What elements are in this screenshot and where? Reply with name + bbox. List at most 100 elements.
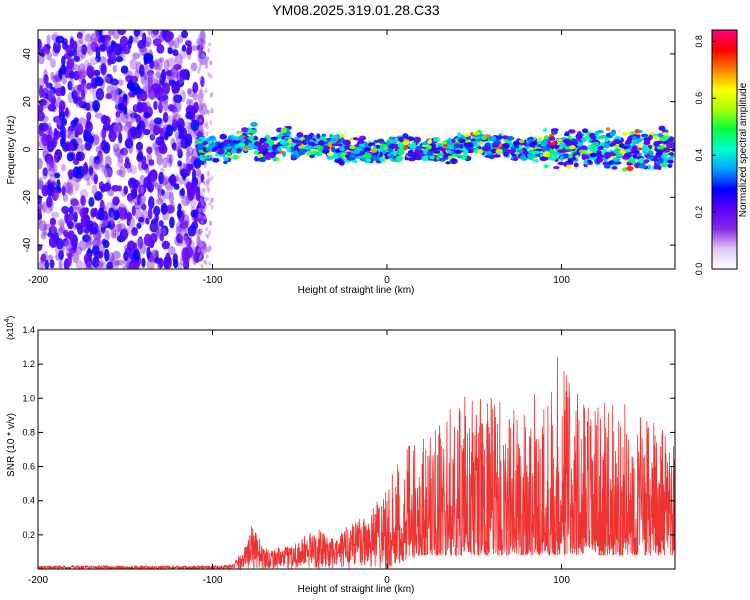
heatmap-cell: [543, 128, 547, 132]
heatmap-cell: [40, 257, 45, 264]
heatmap-cell: [65, 107, 69, 117]
heatmap-cell: [209, 120, 212, 125]
heatmap-cell: [574, 162, 579, 167]
heatmap-cell: [165, 34, 172, 44]
heatmap-cell: [332, 143, 340, 146]
heatmap-cell: [112, 65, 117, 73]
heatmap-cell: [115, 43, 122, 56]
heatmap-cell: [368, 142, 373, 146]
heatmap-cell: [152, 250, 157, 257]
heatmap-cell: [568, 154, 572, 159]
heatmap-cell: [58, 260, 62, 270]
heatmap-cell: [100, 35, 105, 43]
heatmap-cell: [321, 137, 326, 140]
heatmap-cell: [357, 156, 365, 159]
heatmap-cell: [103, 76, 110, 83]
heatmap-cell: [506, 136, 514, 141]
heatmap-cell: [153, 206, 160, 216]
heatmap-cell: [184, 246, 193, 259]
heatmap-cell: [662, 147, 670, 152]
heatmap-cell: [146, 146, 152, 154]
heatmap-cell: [49, 174, 56, 183]
heatmap-cell: [137, 94, 142, 101]
heatmap-cell: [447, 140, 452, 145]
heatmap-cell: [259, 157, 266, 162]
heatmap-cell: [192, 82, 198, 93]
spectrogram-panel: -200 -100 0 100 -40-2002040 Height of strai…: [6, 24, 679, 296]
y-tick-label: 0.2: [22, 530, 35, 540]
heatmap-cell: [115, 115, 122, 124]
heatmap-cell: [73, 119, 78, 126]
heatmap-cell: [200, 125, 203, 130]
heatmap-cell: [99, 220, 107, 227]
colorbar-label: Normalized spectral amplitude: [738, 82, 749, 217]
heatmap-cell: [199, 48, 202, 53]
heatmap-cell: [46, 160, 53, 167]
x-tick-label: -100: [203, 275, 223, 286]
heatmap-cell: [284, 143, 289, 146]
heatmap-cell: [211, 198, 214, 203]
heatmap-cell: [114, 95, 119, 106]
heatmap-cell: [92, 245, 100, 255]
heatmap-cell: [355, 150, 361, 154]
heatmap-cell: [205, 121, 208, 126]
heatmap-cell: [79, 37, 83, 44]
heatmap-cell: [67, 127, 76, 134]
heatmap-cell: [339, 138, 344, 142]
heatmap-cell: [131, 261, 140, 269]
snr-y-axis-label: SNR (10 * v/v): [6, 413, 17, 477]
heatmap-cell: [134, 28, 140, 37]
heatmap-cell: [72, 239, 77, 251]
heatmap-cell: [200, 88, 203, 93]
heatmap-cell: [140, 186, 144, 194]
heatmap-cell: [62, 73, 68, 85]
heatmap-cell: [625, 139, 631, 144]
heatmap-cell: [100, 44, 107, 51]
heatmap-cell: [80, 47, 86, 60]
heatmap-cell: [321, 134, 326, 137]
heatmap-cell: [198, 169, 201, 174]
heatmap-cell: [54, 192, 59, 200]
heatmap-cell: [173, 259, 178, 268]
heatmap-cell: [210, 93, 213, 98]
heatmap-cell: [55, 88, 63, 97]
heatmap-cell: [476, 149, 483, 153]
heatmap-cell: [327, 152, 334, 156]
heatmap-cell: [533, 151, 540, 154]
heatmap-cell: [51, 75, 59, 82]
heatmap-cell: [125, 138, 134, 148]
heatmap-cell: [148, 207, 153, 219]
heatmap-cell: [619, 148, 625, 154]
heatmap-cell: [389, 143, 395, 149]
heatmap-cell: [157, 258, 162, 270]
heatmap-cell: [281, 128, 288, 134]
heatmap-cell: [122, 265, 129, 272]
heatmap-cell: [76, 137, 82, 143]
heatmap-cell: [162, 203, 167, 215]
heatmap-cell: [73, 56, 80, 62]
heatmap-cell: [172, 117, 177, 124]
heatmap-cell: [63, 194, 68, 202]
heatmap-cell: [609, 143, 615, 146]
heatmap-cell: [204, 88, 207, 93]
heatmap-cell: [233, 155, 238, 160]
heatmap-cell: [112, 230, 120, 239]
heatmap-cell: [185, 70, 189, 80]
heatmap-cell: [155, 136, 164, 145]
colorbar-tick-label: 0.6: [694, 92, 704, 105]
heatmap-cell: [656, 149, 664, 152]
heatmap-cell: [573, 141, 578, 145]
heatmap-cell: [566, 164, 572, 168]
x-tick-label: -200: [28, 275, 48, 286]
heatmap-cell: [519, 140, 525, 143]
heatmap-cell: [64, 240, 71, 250]
heatmap-cell: [429, 156, 435, 160]
heatmap-cell: [659, 137, 666, 140]
heatmap-cell: [124, 161, 131, 168]
heatmap-cell: [653, 141, 660, 147]
heatmap-cell: [582, 154, 586, 160]
heatmap-cell: [70, 142, 75, 152]
heatmap-cell: [96, 88, 105, 101]
heatmap-cell: [112, 251, 121, 260]
snr-x-axis-label: Height of straight line (km): [298, 584, 415, 595]
